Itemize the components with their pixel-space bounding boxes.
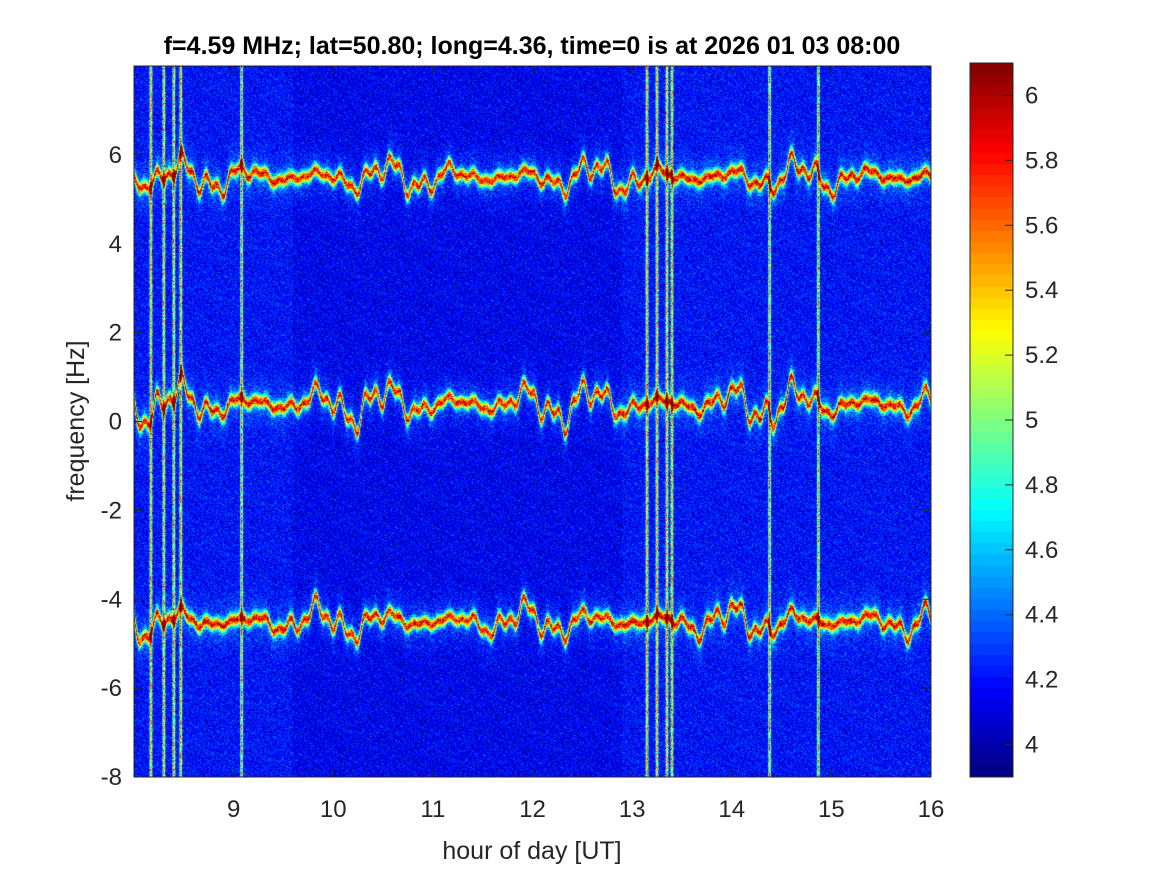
x-tick-label: 15 (818, 796, 845, 823)
x-tick-label: 9 (227, 796, 240, 823)
x-tick-label: 10 (320, 796, 347, 823)
y-tick-label: 4 (109, 231, 122, 258)
y-tick-label: -2 (101, 497, 122, 524)
colorbar-tick-label: 5.4 (1025, 277, 1058, 304)
colorbar-tick-label: 5.2 (1025, 342, 1058, 369)
colorbar-tick-label: 4.4 (1025, 602, 1058, 629)
y-tick-label: 2 (109, 320, 122, 347)
colorbar-tick-label: 4.2 (1025, 667, 1058, 694)
x-axis: 9 10 11 12 13 14 15 16 (227, 66, 944, 823)
y-tick-label: -6 (101, 675, 122, 702)
spectrogram-image (134, 66, 931, 777)
colorbar-tick-label: 6 (1025, 82, 1038, 109)
x-axis-label: hour of day [UT] (442, 837, 621, 865)
colorbar-tick-label: 4 (1025, 732, 1038, 759)
y-tick-label: -8 (101, 764, 122, 791)
x-tick-label: 14 (718, 796, 745, 823)
colorbar-tick-label: 4.6 (1025, 537, 1058, 564)
colorbar-tick-label: 5.6 (1025, 212, 1058, 239)
x-tick-label: 11 (420, 796, 445, 823)
chart-title: f=4.59 MHz; lat=50.80; long=4.36, time=0… (164, 32, 901, 60)
colorbar-tick-label: 4.8 (1025, 472, 1058, 499)
colorbar-tick-label: 5 (1025, 407, 1038, 434)
x-tick-label: 12 (519, 796, 546, 823)
y-axis: -8 -6 -4 -2 0 2 4 6 (101, 142, 931, 791)
x-tick-label: 13 (619, 796, 646, 823)
y-axis-label: frequency [Hz] (62, 340, 90, 501)
colorbar-tick-label: 5.8 (1025, 147, 1058, 174)
y-tick-label: 0 (109, 409, 122, 436)
x-tick-label: 16 (918, 796, 945, 823)
plot-frame (133, 65, 932, 778)
y-tick-label: 6 (109, 142, 122, 169)
colorbar-axis: 4 4.2 4.4 4.6 4.8 5 5.2 5.4 5.6 5.8 6 (1005, 82, 1058, 759)
y-tick-label: -4 (101, 586, 122, 613)
